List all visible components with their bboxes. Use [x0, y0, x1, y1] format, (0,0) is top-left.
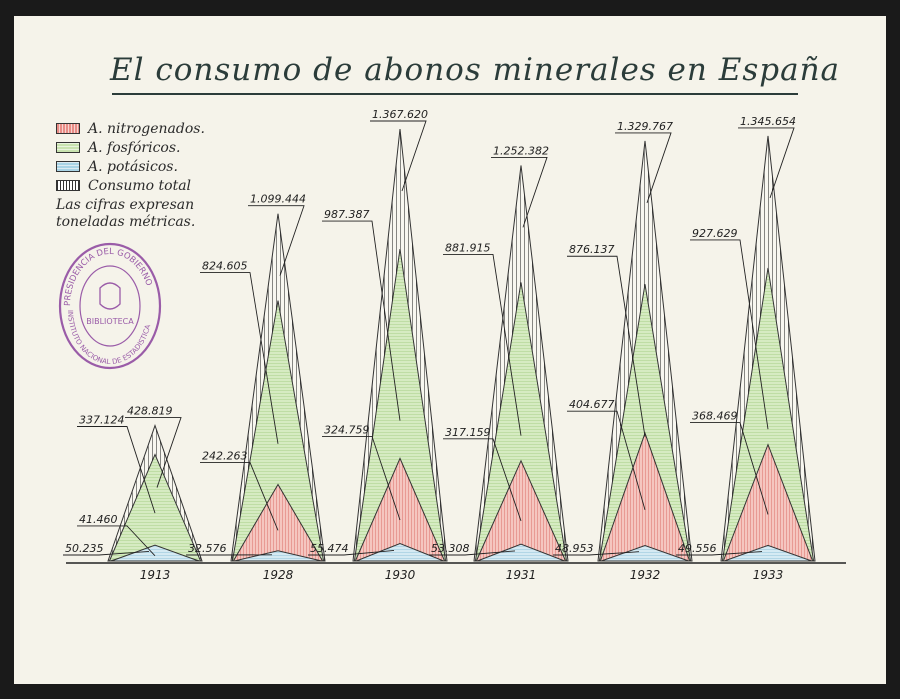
legend-item-fosforicos: A. fosfóricos. [56, 138, 205, 157]
legend-label-fosforicos: A. fosfóricos. [88, 139, 181, 156]
fosforicos-value-label-1928: 824.605 [202, 260, 248, 273]
nitrogenados-leader-1930 [322, 435, 401, 521]
year-label-1913: 1913 [140, 568, 171, 582]
total-leader-1930 [370, 120, 427, 192]
total-leader-1933 [738, 127, 795, 199]
legend-swatch-nitrogenados [56, 123, 80, 134]
chart-title: El consumo de abonos minerales en España [110, 52, 841, 88]
total-leader-1928 [248, 205, 305, 276]
nitrogenados-leader-1913 [77, 525, 156, 557]
fosforicos-value-label-1933: 927.629 [692, 227, 738, 240]
year-label-1932: 1932 [630, 568, 661, 582]
title-underline [112, 93, 798, 95]
total-value-label-1913: 428.819 [127, 405, 173, 418]
potasicos-leader-1933 [676, 551, 763, 556]
year-label-1928: 1928 [263, 568, 294, 582]
legend-item-total: Consumo total [56, 176, 205, 195]
fosforicos-leader-1931 [443, 253, 522, 436]
nitrogenados-value-label-1928: 242.263 [202, 449, 248, 462]
legend-swatch-total [56, 180, 80, 191]
legend-note-line1: Las cifras expresan [56, 197, 195, 213]
total-leader-1931 [491, 156, 548, 228]
legend: A. nitrogenados. A. fosfóricos. A. potás… [56, 119, 205, 231]
nitrogenados-value-label-1933: 368.469 [692, 410, 738, 423]
potasicos-value-label-1933: 49.556 [678, 542, 717, 555]
potasicos-peak-1932 [601, 545, 689, 562]
nitrogenados-leader-1931 [443, 438, 522, 522]
fosforicos-value-label-1930: 987.387 [324, 208, 370, 221]
fosforicos-value-label-1931: 881.915 [445, 241, 491, 254]
legend-label-total: Consumo total [88, 177, 192, 194]
total-value-label-1933: 1.345.654 [740, 115, 796, 128]
potasicos-value-label-1928: 32.576 [188, 542, 227, 555]
potasicos-value-label-1931: 53.308 [431, 542, 470, 555]
total-leader-1913 [125, 417, 182, 488]
nitrogenados-leader-1932 [567, 410, 646, 510]
year-label-1931: 1931 [506, 568, 537, 582]
legend-label-nitrogenados: A. nitrogenados. [88, 120, 205, 137]
nitrogenados-value-label-1931: 317.159 [445, 426, 491, 439]
nitrogenados-leader-1933 [690, 422, 769, 515]
fosforicos-leader-1933 [690, 239, 769, 430]
potasicos-peak-1913 [111, 544, 199, 562]
coat-of-arms-icon [99, 282, 121, 310]
potasicos-leader-1930 [308, 550, 395, 556]
potasicos-value-label-1932: 48.953 [555, 542, 594, 555]
library-stamp: PRESIDENCIA DEL GOBIERNO INSTITUTO NACIO… [58, 242, 162, 370]
nitrogenados-leader-1928 [200, 462, 279, 531]
stamp-center-text: BIBLIOTECA [86, 317, 134, 326]
fosforicos-leader-1930 [322, 220, 401, 421]
potasicos-leader-1932 [553, 551, 640, 556]
paper-background [14, 16, 886, 684]
total-leader-1932 [615, 132, 672, 204]
potasicos-peak-1928 [234, 550, 322, 562]
fosforicos-leader-1932 [567, 255, 646, 437]
fosforicos-leader-1928 [200, 272, 279, 444]
legend-note: Las cifras expresan toneladas métricas. [56, 197, 205, 231]
legend-label-potasicos: A. potásicos. [88, 158, 178, 175]
total-value-label-1932: 1.329.767 [617, 120, 673, 133]
legend-swatch-fosforicos [56, 142, 80, 153]
potasicos-peak-1933 [724, 544, 812, 562]
total-value-label-1930: 1.367.620 [372, 108, 428, 121]
year-label-1933: 1933 [753, 568, 784, 582]
total-value-label-1931: 1.252.382 [493, 144, 549, 157]
fosforicos-value-label-1913: 337.124 [79, 414, 125, 427]
potasicos-leader-1913 [63, 551, 150, 556]
fosforicos-leader-1913 [77, 426, 156, 514]
potasicos-value-label-1913: 50.235 [65, 542, 104, 555]
nitrogenados-value-label-1913: 41.460 [79, 513, 118, 526]
year-label-1930: 1930 [385, 568, 416, 582]
nitrogenados-value-label-1932: 404.677 [569, 398, 615, 411]
legend-swatch-potasicos [56, 161, 80, 172]
legend-note-line2: toneladas métricas. [56, 214, 196, 230]
potasicos-leader-1931 [429, 550, 516, 556]
nitrogenados-value-label-1930: 324.759 [324, 423, 370, 436]
total-value-label-1928: 1.099.444 [250, 193, 306, 206]
legend-item-potasicos: A. potásicos. [56, 157, 205, 176]
fosforicos-value-label-1932: 876.137 [569, 243, 615, 256]
legend-item-nitrogenados: A. nitrogenados. [56, 119, 205, 138]
potasicos-value-label-1930: 55.474 [310, 542, 349, 555]
